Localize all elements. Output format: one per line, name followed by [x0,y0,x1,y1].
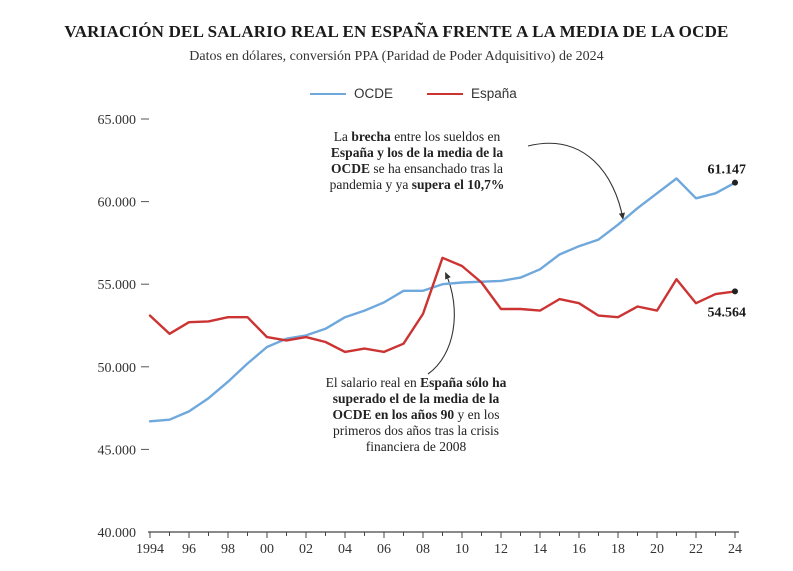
annotation-arrows [427,142,625,375]
end-label-espana: 54.564 [708,305,747,320]
series-lines [148,177,737,423]
annotation-brecha: La brecha entre los sueldos en España y … [329,129,505,192]
x-tick-label: 22 [689,542,703,557]
x-tick-label: 1994 [136,542,164,557]
x-tick-label: 10 [455,542,469,557]
legend-label-ocde: OCDE [354,86,394,101]
end-point-ocde [732,179,738,186]
x-tick-label: 04 [338,542,352,557]
legend-label-espana: España [471,86,517,101]
y-tick-label: 65.000 [98,113,137,128]
x-tick-label: 08 [416,542,430,557]
x-tick-label: 20 [650,542,664,557]
chart-title: VARIACIÓN DEL SALARIO REAL EN ESPAÑA FRE… [64,22,729,41]
y-tick-label: 45.000 [98,443,137,458]
x-tick-label: 12 [494,542,508,557]
x-tick-label: 24 [728,542,742,557]
y-tick-label: 55.000 [98,278,137,293]
end-label-ocde: 61.147 [708,163,747,178]
x-tick-label: 06 [377,542,391,557]
annotation-superado: El salario real en España sólo ha supera… [325,375,507,454]
annotation-arrow-superado [427,272,455,375]
x-tick-label: 96 [182,542,196,557]
end-point-espana [732,288,738,295]
y-tick-label: 50.000 [98,361,137,376]
y-tick-label: 60.000 [98,196,137,211]
annotation-arrow-brecha [527,142,625,220]
y-axis: 40.000 45.000 50.000 55.000 60.000 65.000 [98,113,149,541]
x-tick-label: 00 [260,542,274,557]
x-tick-label: 98 [221,542,235,557]
x-tick-label: 18 [611,542,625,557]
legend: OCDE España [310,86,551,101]
chart-subtitle: Datos en dólares, conversión PPA (Parida… [189,49,604,64]
series-line-espana [148,256,737,354]
legend-item-espana: España [427,86,517,101]
y-tick-label: 40.000 [98,526,137,541]
legend-item-ocde: OCDE [310,86,393,101]
legend-swatch-ocde [310,92,346,95]
legend-swatch-espana [427,92,464,95]
series-line-ocde [148,177,737,423]
x-tick-label: 16 [572,542,586,557]
end-labels: 61.147 54.564 [708,163,747,321]
x-tick-label: 02 [299,542,313,557]
x-axis: 1994 96 98 00 02 04 06 08 10 12 14 16 18 20 22 24 [136,531,742,557]
x-tick-label: 14 [533,542,547,557]
